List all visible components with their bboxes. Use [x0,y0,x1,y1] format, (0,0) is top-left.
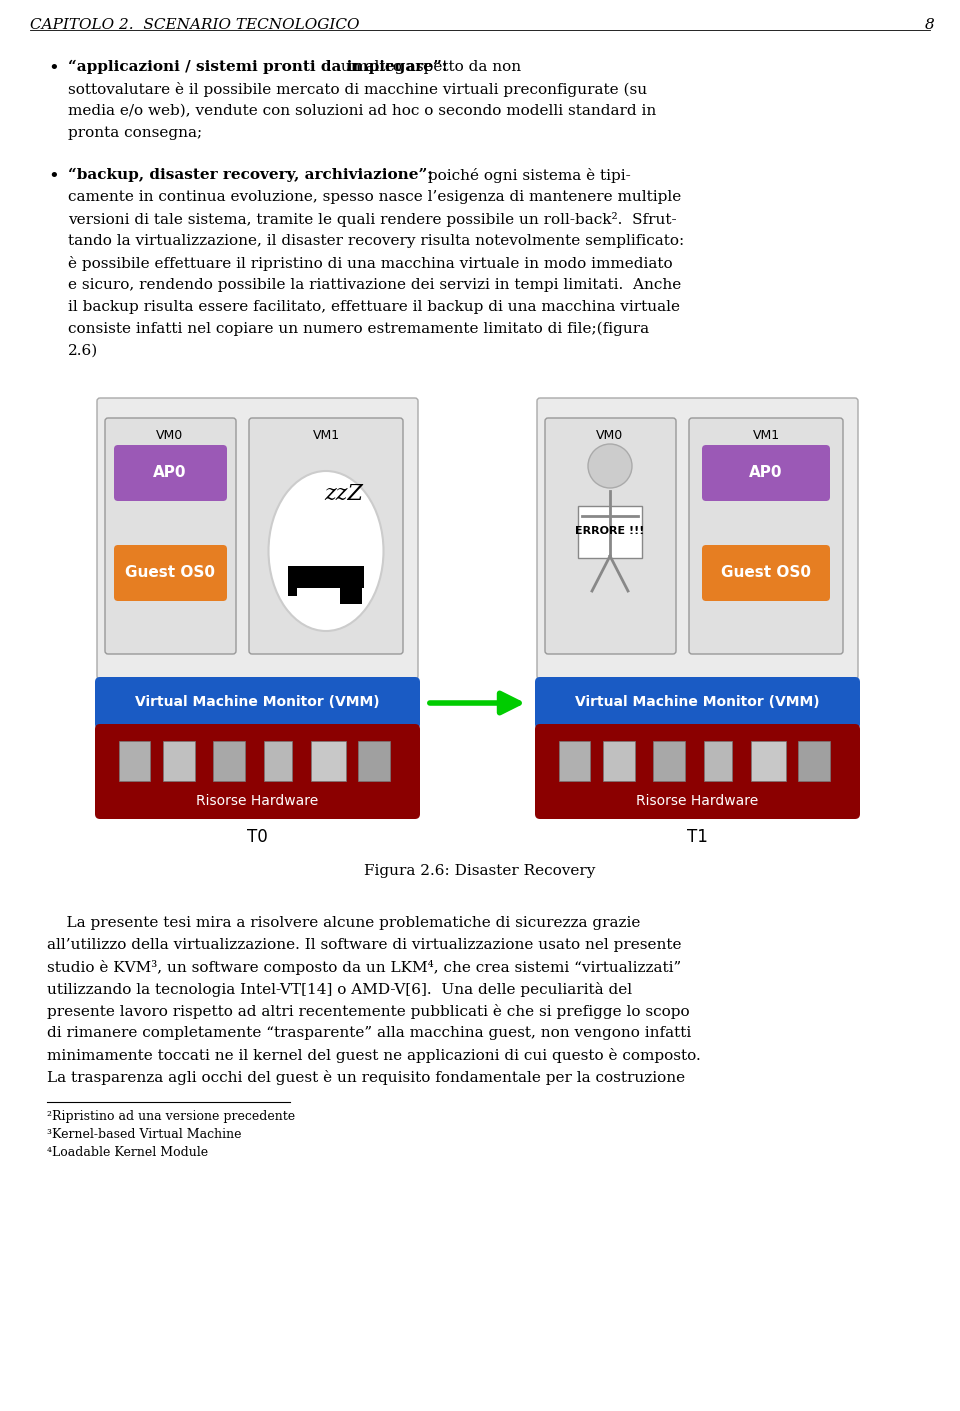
Bar [352,584,361,595]
Text: Figura 2.6: Disaster Recovery: Figura 2.6: Disaster Recovery [364,864,596,878]
Bar [163,741,195,782]
Bar [311,741,346,782]
Bar [358,741,390,782]
Text: •: • [48,168,59,186]
Text: VM0: VM0 [156,429,183,442]
Text: media e/o web), vendute con soluzioni ad hoc o secondo modelli standard in: media e/o web), vendute con soluzioni ad… [68,104,657,119]
Text: 8: 8 [925,18,935,32]
Bar [340,581,362,604]
FancyBboxPatch shape [702,444,830,501]
Text: AP0: AP0 [749,466,782,480]
FancyBboxPatch shape [105,418,236,655]
Text: studio è KVM³, un software composto da un LKM⁴, che crea sistemi “virtualizzati”: studio è KVM³, un software composto da u… [47,959,682,975]
Text: poiché ogni sistema è tipi-: poiché ogni sistema è tipi- [423,168,631,183]
Text: ³Kernel-based Virtual Machine: ³Kernel-based Virtual Machine [47,1127,242,1141]
Text: un altro aspetto da non: un altro aspetto da non [336,61,521,73]
Bar [751,741,785,782]
Text: •: • [48,61,59,78]
Ellipse shape [269,471,383,631]
FancyBboxPatch shape [545,418,676,655]
FancyBboxPatch shape [114,444,227,501]
Text: Risorse Hardware: Risorse Hardware [636,794,758,809]
Bar [578,507,642,557]
Text: versioni di tale sistema, tramite le quali rendere possibile un roll-back².  Sfr: versioni di tale sistema, tramite le qua… [68,212,677,227]
Text: di rimanere completamente “trasparente” alla macchina guest, non vengono infatti: di rimanere completamente “trasparente” … [47,1026,691,1040]
FancyBboxPatch shape [535,677,860,729]
Text: minimamente toccati ne il kernel del guest ne applicazioni di cui questo è compo: minimamente toccati ne il kernel del gue… [47,1048,701,1062]
FancyBboxPatch shape [535,724,860,818]
FancyBboxPatch shape [95,724,420,818]
Text: ERRORE !!!: ERRORE !!! [575,526,645,536]
Bar [288,566,364,588]
Text: ²Ripristino ad una versione precedente: ²Ripristino ad una versione precedente [47,1110,295,1123]
Text: “backup, disaster recovery, archiviazione”:: “backup, disaster recovery, archiviazion… [68,168,433,182]
Text: zzZ: zzZ [324,483,364,505]
Bar [288,584,297,595]
Text: 2.6): 2.6) [68,344,98,358]
Text: consiste infatti nel copiare un numero estremamente limitato di file;(figura: consiste infatti nel copiare un numero e… [68,322,649,336]
Text: tando la virtualizzazione, il disaster recovery risulta notevolmente semplificat: tando la virtualizzazione, il disaster r… [68,234,684,248]
Text: T0: T0 [247,828,268,847]
Text: “applicazioni / sistemi pronti da impiegare”:: “applicazioni / sistemi pronti da impieg… [68,61,447,75]
Bar [213,741,245,782]
Text: pronta consegna;: pronta consegna; [68,126,203,140]
Bar [264,741,292,782]
FancyBboxPatch shape [689,418,843,655]
Text: e sicuro, rendendo possibile la riattivazione dei servizi in tempi limitati.  An: e sicuro, rendendo possibile la riattiva… [68,278,682,292]
Bar [704,741,732,782]
Text: Guest OS0: Guest OS0 [125,564,215,580]
FancyBboxPatch shape [97,398,418,679]
FancyBboxPatch shape [249,418,403,655]
Text: La presente tesi mira a risolvere alcune problematiche di sicurezza grazie: La presente tesi mira a risolvere alcune… [47,916,640,930]
Bar [119,741,151,782]
Bar [603,741,635,782]
Text: AP0: AP0 [154,466,187,480]
Text: il backup risulta essere facilitato, effettuare il backup di una macchina virtua: il backup risulta essere facilitato, eff… [68,301,680,315]
Text: Virtual Machine Monitor (VMM): Virtual Machine Monitor (VMM) [575,696,819,708]
FancyBboxPatch shape [702,545,830,601]
Text: camente in continua evoluzione, spesso nasce l’esigenza di mantenere multiple: camente in continua evoluzione, spesso n… [68,190,682,205]
Text: sottovalutare è il possibile mercato di macchine virtuali preconfigurate (su: sottovalutare è il possibile mercato di … [68,82,647,97]
Text: VM1: VM1 [312,429,340,442]
Text: ⁴Loadable Kernel Module: ⁴Loadable Kernel Module [47,1146,208,1158]
Text: all’utilizzo della virtualizzazione. Il software di virtualizzazione usato nel p: all’utilizzo della virtualizzazione. Il … [47,938,682,952]
Text: Risorse Hardware: Risorse Hardware [196,794,318,809]
Text: VM0: VM0 [596,429,624,442]
Text: CAPITOLO 2.  SCENARIO TECNOLOGICO: CAPITOLO 2. SCENARIO TECNOLOGICO [30,18,359,32]
Bar [654,741,684,782]
FancyBboxPatch shape [114,545,227,601]
Text: La trasparenza agli occhi del guest è un requisito fondamentale per la costruzio: La trasparenza agli occhi del guest è un… [47,1070,685,1085]
Bar [559,741,590,782]
Text: è possibile effettuare il ripristino di una macchina virtuale in modo immediato: è possibile effettuare il ripristino di … [68,255,673,271]
Text: Guest OS0: Guest OS0 [721,564,811,580]
Text: Virtual Machine Monitor (VMM): Virtual Machine Monitor (VMM) [134,696,379,708]
Circle shape [588,444,632,488]
Text: presente lavoro rispetto ad altri recentemente pubblicati è che si prefigge lo s: presente lavoro rispetto ad altri recent… [47,1005,689,1019]
Text: utilizzando la tecnologia Intel-VT[14] o AMD-V[6].  Una delle peculiarità del: utilizzando la tecnologia Intel-VT[14] o… [47,982,632,998]
FancyBboxPatch shape [95,677,420,729]
Text: T1: T1 [686,828,708,847]
Text: VM1: VM1 [753,429,780,442]
Bar [799,741,829,782]
FancyBboxPatch shape [537,398,858,679]
